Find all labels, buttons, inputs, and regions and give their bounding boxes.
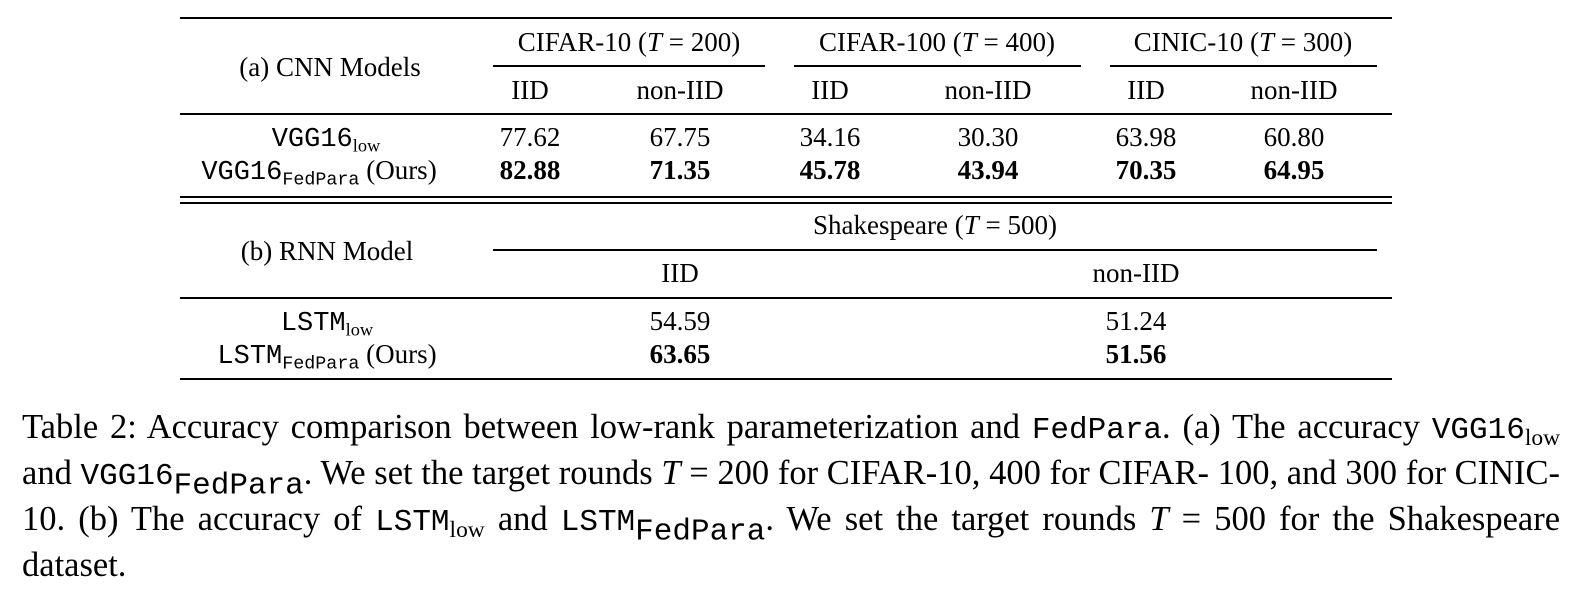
results-table: (a) CNN Models CIFAR-10 (T = 200) CIFAR-… [180, 0, 1392, 390]
bottom-rule [180, 378, 1392, 380]
col-header-noniid: non-IID [944, 75, 1032, 105]
table-cell: 51.24 [1105, 306, 1167, 336]
table-cell-best: 51.56 [1105, 339, 1167, 369]
table-cell: 34.16 [799, 122, 861, 152]
header-rule-b [180, 297, 1392, 299]
double-rule-top [180, 196, 1392, 198]
dataset-header-cifar100: CIFAR-100 (T = 400) [818, 27, 1056, 57]
cmid-rule-shakespeare [493, 249, 1377, 251]
table-cell-best: 71.35 [649, 155, 711, 185]
dataset-header-cinic10: CINIC-10 (T = 300) [1133, 27, 1353, 57]
table-cell: 54.59 [649, 306, 711, 336]
table-cell: 60.80 [1263, 122, 1325, 152]
table-cell-best: 45.78 [799, 155, 861, 185]
col-header-iid: IID [661, 258, 699, 288]
col-header-iid: IID [1127, 75, 1165, 105]
table-cell-best: 43.94 [957, 155, 1019, 185]
table-caption: Table 2: Accuracy comparison between low… [22, 408, 1561, 584]
table-cell-best: 82.88 [499, 155, 561, 185]
table-cell: 67.75 [649, 122, 711, 152]
col-header-iid: IID [511, 75, 549, 105]
model-name-vgg16-fedpara: VGG16FedPara (Ours) [201, 155, 437, 191]
top-rule [180, 17, 1392, 19]
double-rule-bottom [180, 202, 1392, 204]
table-cell-best: 70.35 [1115, 155, 1177, 185]
section-a-label: (a) CNN Models [239, 52, 421, 82]
section-b-label: (b) RNN Model [240, 236, 414, 266]
header-rule-a [180, 113, 1392, 115]
table-cell: 30.30 [957, 122, 1019, 152]
col-header-iid: IID [811, 75, 849, 105]
table-cell-best: 64.95 [1263, 155, 1325, 185]
cmid-rule-cifar100 [794, 65, 1081, 67]
model-name-lstm-fedpara: LSTMFedPara (Ours) [217, 339, 437, 375]
col-header-noniid: non-IID [1092, 258, 1180, 288]
table-cell: 77.62 [499, 122, 561, 152]
cmid-rule-cinic10 [1110, 65, 1377, 67]
dataset-header-shakespeare: Shakespeare (T = 500) [813, 210, 1057, 240]
table-cell-best: 63.65 [649, 339, 711, 369]
table-cell: 63.98 [1115, 122, 1177, 152]
cmid-rule-cifar10 [493, 65, 765, 67]
model-name-vgg16-low: VGG16low [271, 125, 381, 156]
model-name-lstm-low: LSTMlow [280, 309, 374, 340]
dataset-header-cifar10: CIFAR-10 (T = 200) [517, 27, 741, 57]
col-header-noniid: non-IID [1250, 75, 1338, 105]
col-header-noniid: non-IID [636, 75, 724, 105]
